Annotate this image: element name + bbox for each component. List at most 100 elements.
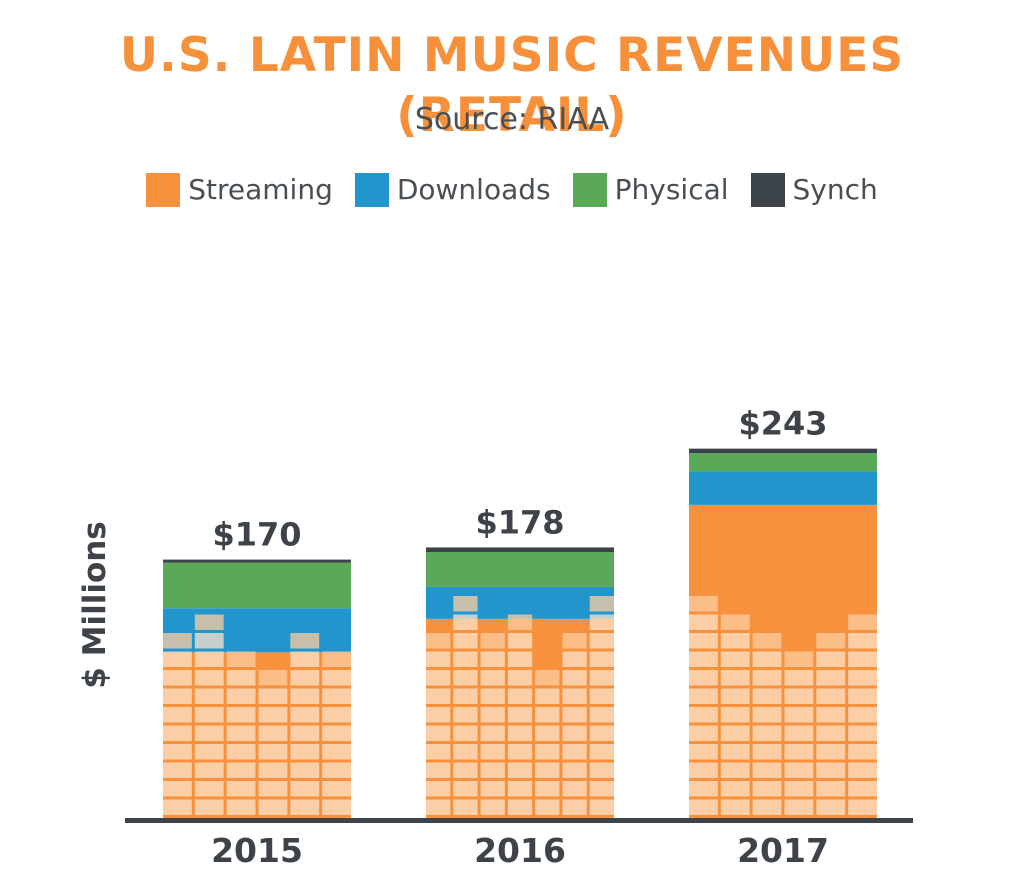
legend-swatch-physical: [572, 173, 607, 207]
eq-tile: [562, 688, 587, 704]
legend: Streaming Downloads Physical Synch: [0, 170, 1024, 210]
eq-tile: [720, 633, 750, 649]
eq-tile: [507, 762, 533, 778]
legend-label-synch: Synch: [792, 173, 878, 206]
bar-downloads-2015: [163, 608, 351, 653]
eq-tile: [290, 781, 320, 797]
eq-tile: [453, 633, 478, 649]
eq-tile: [163, 762, 192, 778]
eq-tile: [290, 725, 320, 741]
eq-tile: [163, 651, 192, 667]
eq-tile: [426, 744, 451, 760]
eq-tile: [226, 762, 256, 778]
eq-tile: [194, 688, 224, 704]
eq-tile: [848, 744, 877, 760]
bar-physical-2016: [426, 552, 614, 587]
bar-synch-2015: [163, 559, 351, 563]
eq-tile: [752, 725, 782, 741]
eq-tile: [426, 670, 451, 686]
eq-tile: [194, 762, 224, 778]
eq-tile: [562, 651, 587, 667]
x-tick-label-2017: 2017: [737, 831, 829, 870]
eq-tile: [453, 614, 478, 630]
eq-tile: [507, 707, 533, 723]
eq-tile: [816, 781, 846, 797]
eq-tile: [507, 725, 533, 741]
eq-tile: [163, 744, 192, 760]
eq-tile: [816, 670, 846, 686]
eq-tile: [562, 670, 587, 686]
eq-tile: [848, 670, 877, 686]
eq-tile: [226, 707, 256, 723]
eq-tile: [752, 781, 782, 797]
eq-tile: [848, 725, 877, 741]
eq-tile: [507, 633, 533, 649]
legend-label-physical: Physical: [614, 173, 729, 206]
eq-tile: [480, 725, 505, 741]
eq-tile: [453, 725, 478, 741]
eq-tile: [816, 707, 846, 723]
eq-tile: [848, 762, 877, 778]
eq-tile: [720, 744, 750, 760]
bar-synch-2017: [689, 448, 877, 454]
eq-tile: [562, 744, 587, 760]
eq-tile: [163, 633, 192, 649]
chart-subtitle: Source: RIAA: [414, 102, 610, 137]
eq-tile: [689, 688, 718, 704]
eq-tile: [784, 744, 814, 760]
eq-tile: [258, 725, 288, 741]
eq-tile: [453, 799, 478, 815]
eq-tile: [163, 688, 192, 704]
eq-tile: [589, 614, 614, 630]
eq-tile: [562, 762, 587, 778]
eq-tile: [163, 707, 192, 723]
total-label-2017: $243: [738, 405, 827, 443]
eq-tile: [258, 799, 288, 815]
eq-tile: [480, 633, 505, 649]
eq-tile: [816, 799, 846, 815]
eq-tile: [426, 688, 451, 704]
eq-tile: [720, 762, 750, 778]
eq-tile: [480, 670, 505, 686]
total-label-2015: $170: [212, 516, 301, 554]
eq-tile: [290, 633, 320, 649]
eq-tile: [752, 707, 782, 723]
eq-tile: [226, 744, 256, 760]
eq-tile: [848, 799, 877, 815]
eq-tile: [480, 799, 505, 815]
eq-tile: [322, 781, 351, 797]
eq-tile: [258, 707, 288, 723]
eq-tile: [194, 633, 224, 649]
eq-tile: [720, 799, 750, 815]
eq-tile: [507, 781, 533, 797]
eq-tile: [589, 762, 614, 778]
eq-tile: [426, 799, 451, 815]
legend-swatch-downloads: [354, 173, 389, 207]
eq-tile: [535, 707, 560, 723]
eq-tile: [507, 744, 533, 760]
eq-tile: [816, 688, 846, 704]
eq-tile: [848, 651, 877, 667]
eq-tile: [784, 651, 814, 667]
eq-tile: [535, 670, 560, 686]
eq-tile: [453, 688, 478, 704]
eq-tile: [848, 707, 877, 723]
eq-tile: [752, 744, 782, 760]
x-axis-line: [125, 818, 913, 823]
eq-tile: [290, 744, 320, 760]
eq-tile: [426, 762, 451, 778]
eq-tile: [689, 651, 718, 667]
eq-tile: [290, 799, 320, 815]
eq-tile: [194, 725, 224, 741]
eq-tile: [720, 614, 750, 630]
chart-title: U.S. LATIN MUSIC REVENUES (RETAIL): [119, 28, 905, 143]
eq-tile: [535, 762, 560, 778]
eq-tile: [589, 725, 614, 741]
eq-tile: [589, 799, 614, 815]
eq-tile: [426, 707, 451, 723]
eq-tile: [226, 725, 256, 741]
eq-tile: [507, 799, 533, 815]
eq-tile: [426, 781, 451, 797]
x-tick-label-2016: 2016: [474, 831, 566, 870]
